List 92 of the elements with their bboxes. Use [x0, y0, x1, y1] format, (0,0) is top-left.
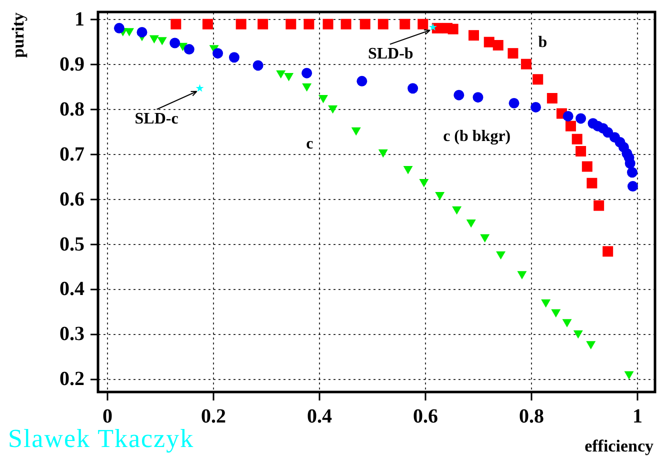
point [302, 68, 312, 78]
point [284, 73, 294, 82]
point [340, 18, 352, 30]
point [202, 18, 213, 30]
point [576, 146, 586, 156]
point [582, 161, 592, 172]
point [466, 219, 476, 228]
point [400, 18, 410, 30]
point [236, 18, 246, 30]
y-tick-label: 0.3 [60, 323, 84, 346]
x-axis-title: efficiency [584, 436, 654, 456]
y-tick-label: 0.8 [60, 98, 84, 121]
y-tick-label: 0.5 [60, 233, 84, 256]
point [351, 127, 361, 136]
y-tick-label: 0.2 [60, 368, 84, 390]
point [360, 18, 370, 30]
series-label: b [538, 34, 548, 52]
point [565, 120, 576, 132]
point [594, 200, 604, 211]
point [286, 18, 296, 30]
point [212, 48, 224, 59]
point [196, 84, 204, 92]
point [418, 18, 428, 30]
point [551, 309, 561, 318]
point [419, 179, 429, 188]
point [520, 58, 532, 70]
point [435, 192, 445, 200]
point [184, 44, 194, 55]
x-tick-label: 0.6 [412, 406, 438, 428]
point [318, 95, 328, 104]
point [408, 83, 418, 94]
point [302, 83, 312, 92]
point [517, 271, 527, 280]
point [573, 330, 583, 339]
point [508, 48, 518, 59]
x-tick-label: 0.2 [201, 406, 226, 428]
point [428, 23, 437, 31]
x-tick-label: 0.4 [307, 406, 332, 428]
x-tick-label: 0.8 [518, 406, 544, 428]
point [624, 158, 636, 169]
point [448, 24, 458, 34]
series-label: SLD-c [134, 110, 178, 128]
series-label: c (b bkgr) [443, 128, 511, 146]
y-tick-label: 0.6 [60, 188, 84, 210]
series-label: c [306, 135, 314, 152]
point [452, 206, 462, 215]
point [546, 92, 558, 104]
point [468, 30, 479, 41]
point [124, 28, 134, 36]
point [576, 113, 586, 124]
point [378, 149, 388, 158]
point [114, 22, 124, 34]
point [136, 26, 148, 38]
point [572, 134, 582, 144]
y-tick-label: 0.7 [60, 143, 84, 166]
series-label: SLD-b [368, 45, 414, 62]
point [454, 90, 464, 100]
point [624, 371, 634, 380]
point [157, 37, 167, 46]
point [356, 76, 368, 86]
point [496, 251, 506, 260]
point [170, 38, 180, 48]
point [492, 40, 504, 50]
point [480, 234, 490, 242]
point [276, 70, 286, 79]
point [228, 52, 240, 63]
x-tick-label: 1 [632, 406, 642, 428]
point [586, 178, 598, 188]
point [258, 18, 268, 30]
point [602, 246, 614, 257]
point [322, 18, 334, 30]
point [508, 98, 520, 108]
point [562, 110, 574, 122]
point [328, 105, 338, 114]
y-tick-label: 0.9 [60, 54, 84, 76]
point [627, 181, 638, 192]
y-tick-label: 1 [74, 8, 84, 31]
point [252, 60, 264, 71]
point [304, 18, 314, 30]
point [149, 35, 159, 44]
point [626, 167, 638, 178]
point [472, 92, 484, 103]
point [586, 341, 596, 350]
point [530, 102, 541, 112]
y-axis-title: purity [8, 12, 28, 58]
point [532, 74, 544, 85]
point [562, 319, 572, 328]
point [403, 166, 413, 174]
y-tick-label: 0.4 [60, 278, 84, 300]
point [170, 18, 182, 30]
point [378, 18, 388, 30]
point [541, 299, 551, 308]
